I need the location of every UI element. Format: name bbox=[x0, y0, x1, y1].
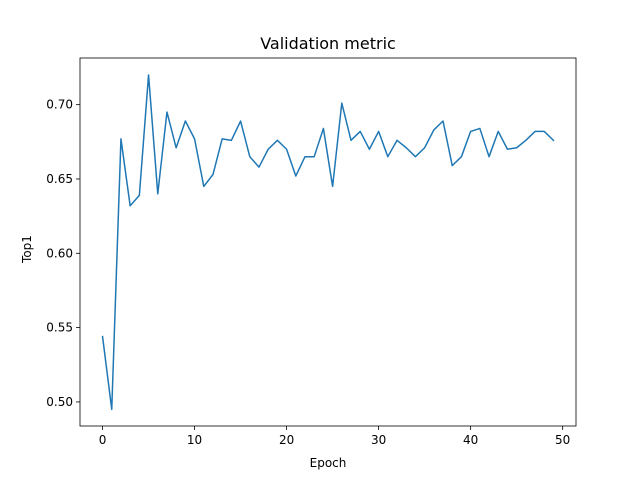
y-tick-label: 0.50 bbox=[46, 395, 73, 409]
x-axis: 0 10 20 30 40 50 bbox=[99, 426, 570, 447]
x-tick-label: 40 bbox=[463, 433, 478, 447]
axes-frame bbox=[79, 57, 577, 427]
x-tick-label: 20 bbox=[279, 433, 294, 447]
chart-title: Validation metric bbox=[260, 34, 396, 53]
series-line bbox=[101, 74, 555, 411]
y-axis-label: Top1 bbox=[20, 235, 34, 264]
plot-area bbox=[79, 57, 577, 427]
y-tick-label: 0.60 bbox=[46, 246, 73, 260]
x-tick-label: 0 bbox=[99, 433, 107, 447]
x-tick-label: 30 bbox=[371, 433, 386, 447]
y-tick-label: 0.55 bbox=[46, 321, 73, 335]
y-tick-label: 0.70 bbox=[46, 98, 73, 112]
x-tick-label: 10 bbox=[187, 433, 202, 447]
x-axis-label: Epoch bbox=[310, 456, 347, 470]
y-tick-label: 0.65 bbox=[46, 172, 73, 186]
x-tick-label: 50 bbox=[555, 433, 570, 447]
y-axis: 0.50 0.55 0.60 0.65 0.70 bbox=[46, 98, 80, 409]
